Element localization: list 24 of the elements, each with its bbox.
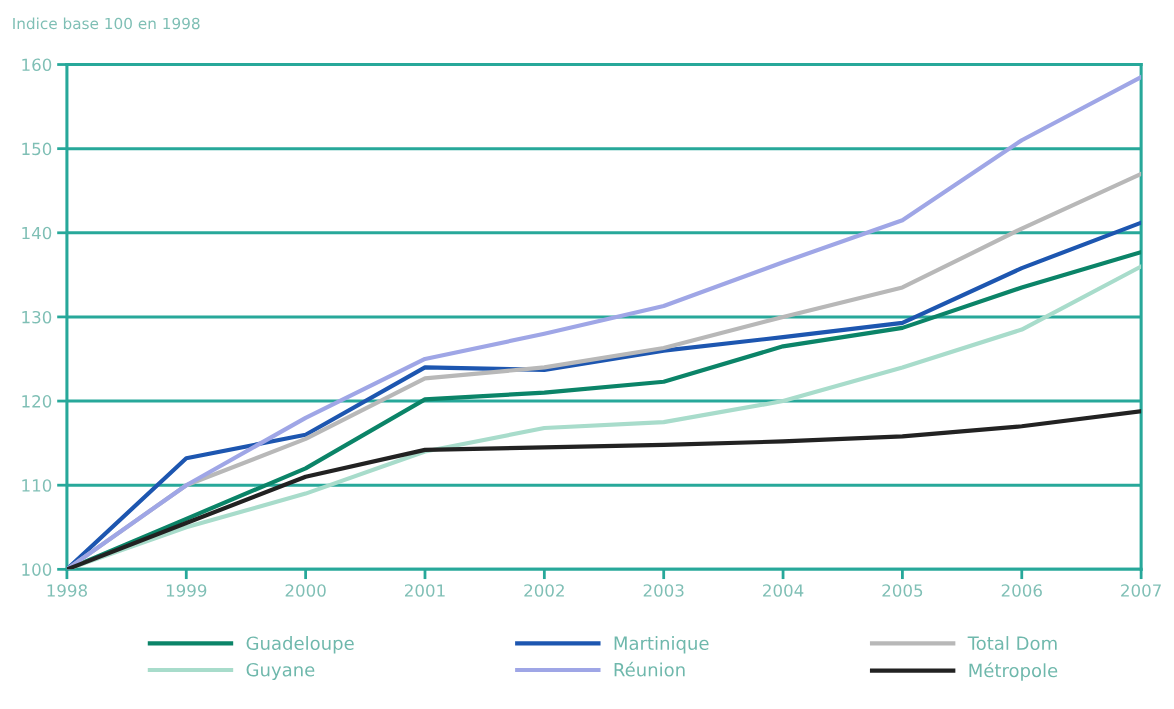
y-axis-title: Indice base 100 en 1998 — [13, 17, 200, 30]
legend-label: Martinique — [614, 636, 709, 654]
x-tick-label: 2005 — [882, 584, 923, 597]
y-tick-label: 120 — [22, 395, 52, 408]
x-tick-label: 2007 — [1121, 584, 1161, 597]
x-tick-label: 1998 — [47, 584, 87, 597]
x-tick-label: 1999 — [166, 584, 207, 597]
x-tick-label: 2001 — [405, 584, 445, 597]
legend-label: Réunion — [614, 661, 685, 677]
x-tick-label: 2003 — [643, 584, 684, 597]
y-tick-label: 100 — [22, 563, 52, 576]
legend-label: Guadeloupe — [246, 636, 354, 654]
x-tick-label: 2000 — [285, 584, 326, 597]
legend-label: Métropole — [969, 662, 1058, 681]
y-tick-label: 110 — [22, 479, 52, 492]
y-tick-label: 140 — [22, 226, 52, 240]
legend-label: Guyane — [246, 662, 315, 681]
x-tick-label: 2002 — [524, 584, 564, 597]
y-tick-label: 130 — [22, 310, 52, 324]
y-tick-label: 150 — [22, 142, 52, 156]
y-tick-label: 160 — [22, 58, 52, 72]
x-tick-label: 2006 — [1001, 584, 1042, 597]
legend-label: Total Dom — [967, 636, 1057, 651]
x-tick-label: 2004 — [763, 584, 804, 597]
